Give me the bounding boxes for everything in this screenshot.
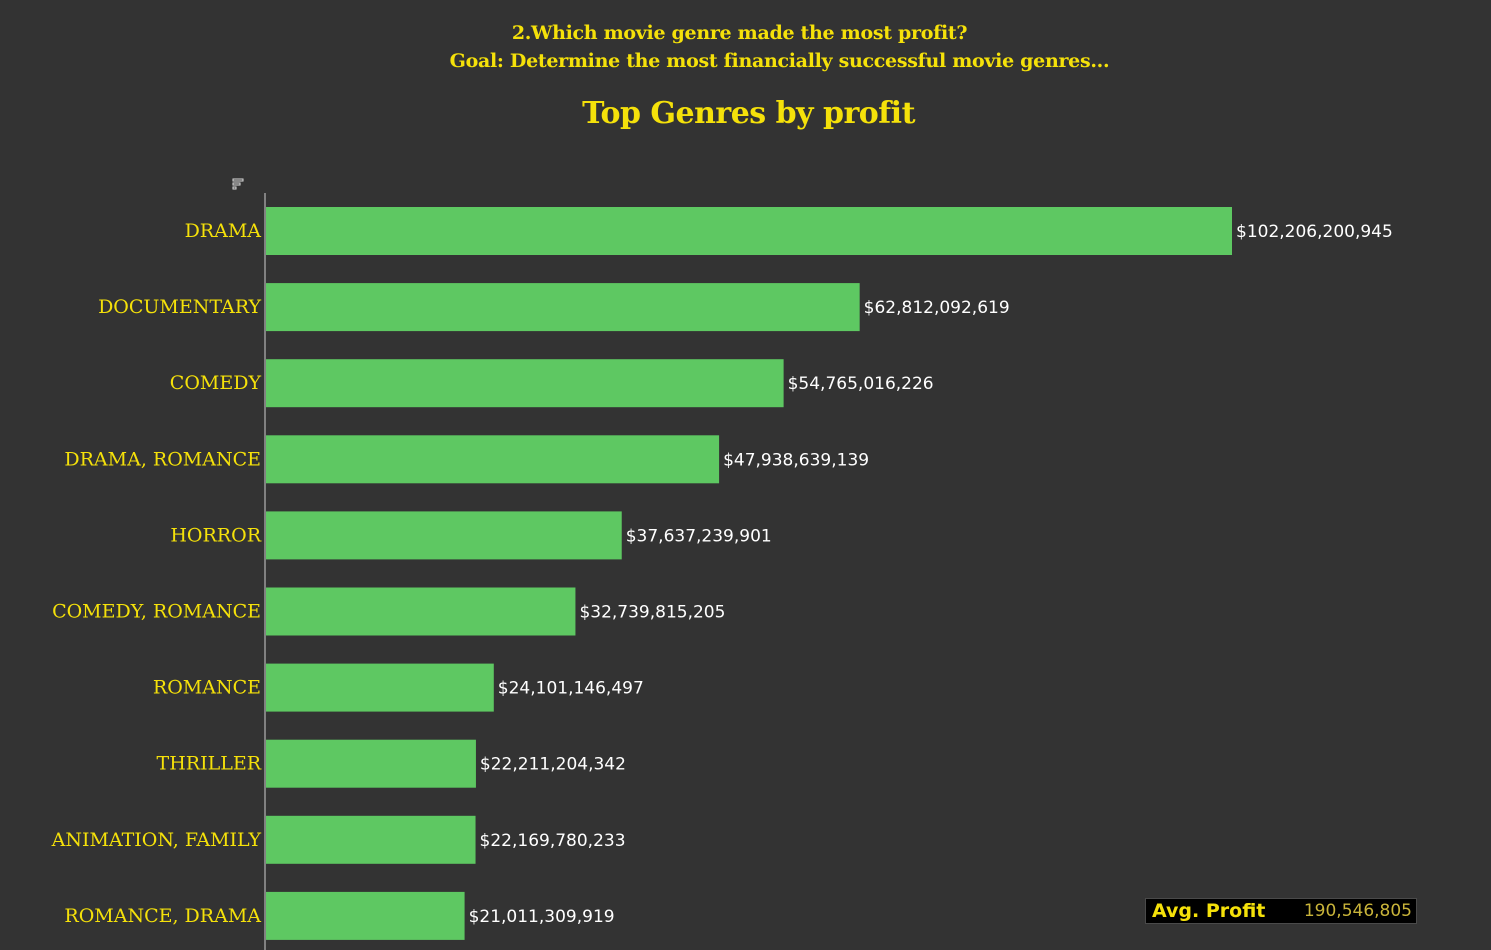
bar[interactable] xyxy=(266,207,1232,255)
bar[interactable] xyxy=(266,587,576,636)
goal-heading: Goal: Determine the most financially suc… xyxy=(449,50,1110,72)
category-label: Romance, Drama xyxy=(64,905,261,927)
sort-descending-icon[interactable] xyxy=(232,178,244,190)
bar[interactable] xyxy=(266,359,784,408)
value-label: $24,101,146,497 xyxy=(498,679,644,699)
category-label: Drama, Romance xyxy=(64,448,261,470)
avg-profit-label: Avg. Profit xyxy=(1152,900,1266,922)
avg-profit-summary: Avg. Profit 190,546,805 xyxy=(1145,898,1417,924)
category-label: Romance xyxy=(153,677,261,699)
bar[interactable] xyxy=(266,283,860,332)
bar[interactable] xyxy=(266,891,465,940)
category-label: Drama xyxy=(185,220,262,242)
chart-title: Top Genres by profit xyxy=(582,96,915,131)
bar[interactable] xyxy=(266,815,476,864)
avg-profit-value: 190,546,805 xyxy=(1303,901,1412,921)
value-label: $54,765,016,226 xyxy=(788,374,934,394)
value-label: $47,938,639,139 xyxy=(723,450,869,470)
category-label: Documentary xyxy=(98,296,261,318)
value-label: $22,211,204,342 xyxy=(480,755,626,775)
bar[interactable] xyxy=(266,435,720,484)
value-label: $62,812,092,619 xyxy=(864,298,1010,318)
category-label: Animation, Family xyxy=(51,829,262,851)
category-label: Comedy, Romance xyxy=(52,601,261,623)
bar[interactable] xyxy=(266,511,622,560)
bar[interactable] xyxy=(266,739,476,788)
value-label: $21,011,309,919 xyxy=(469,907,615,927)
value-label: $37,637,239,901 xyxy=(626,526,772,546)
category-label: Comedy xyxy=(170,372,262,394)
value-label: $32,739,815,205 xyxy=(579,603,725,623)
question-heading: 2.Which movie genre made the most profit… xyxy=(511,22,968,44)
bar[interactable] xyxy=(266,663,494,712)
category-label: Horror xyxy=(170,524,261,546)
category-label: Thriller xyxy=(157,753,262,775)
value-label: $22,169,780,233 xyxy=(480,831,626,851)
value-label: $102,206,200,945 xyxy=(1236,222,1393,242)
